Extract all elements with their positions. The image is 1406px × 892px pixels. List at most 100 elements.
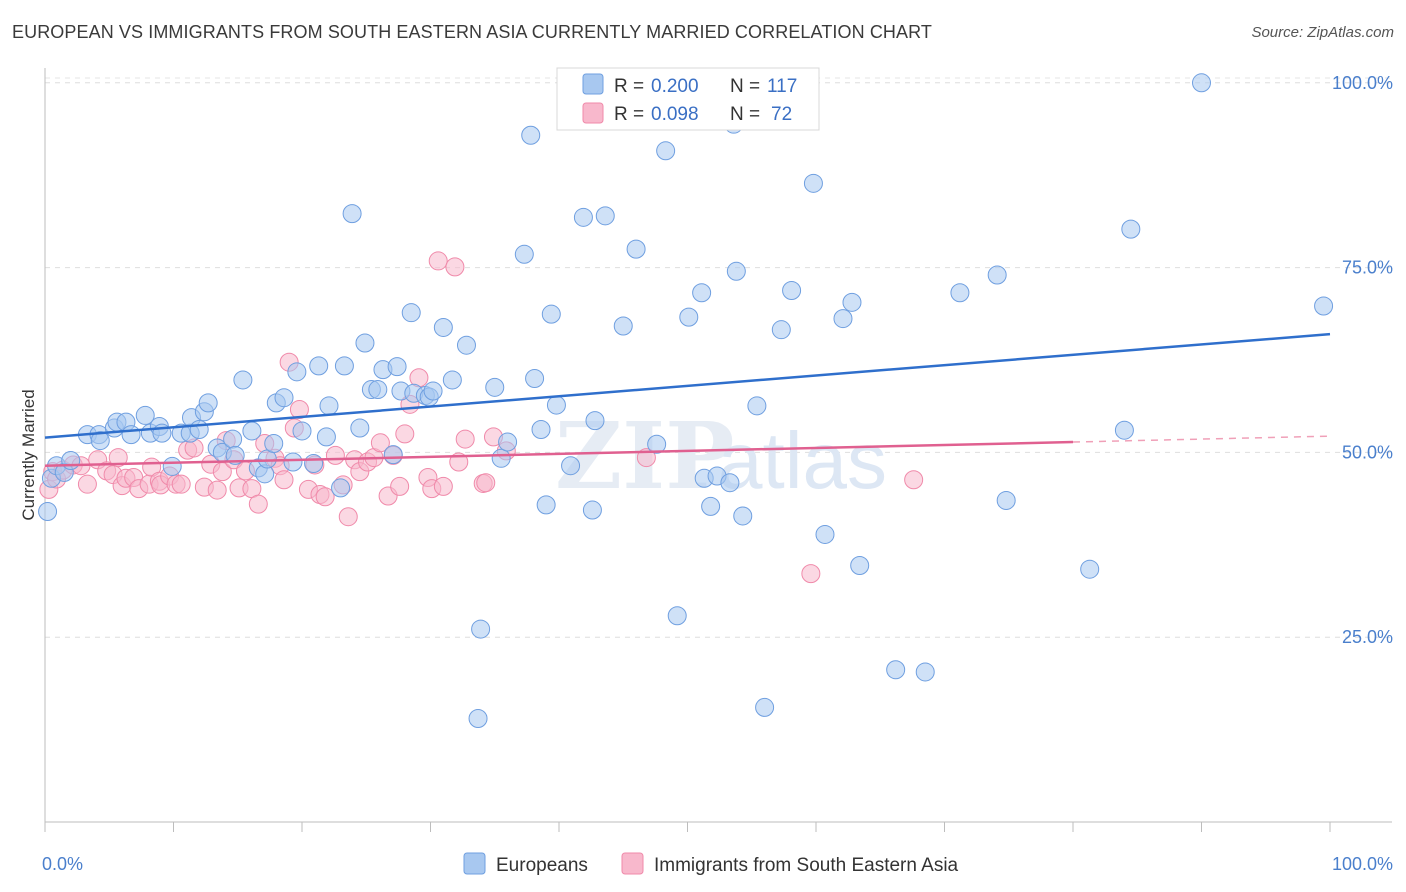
europeans-point-69: [531, 419, 551, 439]
europeans-point-59: [442, 370, 462, 390]
europeans-point-28: [242, 421, 262, 441]
europeans-point-48: [368, 380, 388, 400]
europeans-point-25: [223, 429, 243, 449]
immigrants-point-55: [390, 476, 410, 496]
europeans-point-27: [233, 370, 253, 390]
europeans-point-75: [582, 500, 602, 520]
y-tick-label-0: 25.0%: [1342, 627, 1393, 647]
x-tick-label-0: 0.0%: [42, 854, 83, 874]
stats-r-label-2: R =: [614, 104, 644, 125]
immigrants-point-62: [433, 476, 453, 496]
europeans-point-101: [850, 555, 870, 575]
europeans-point-39: [309, 356, 329, 376]
europeans-point-42: [331, 478, 351, 498]
europeans-point-35: [283, 452, 303, 472]
immigrants-point-45: [325, 445, 345, 465]
europeans-point-4: [61, 451, 81, 471]
europeans-point-71: [541, 304, 561, 324]
watermark-atlas: atlas: [718, 416, 887, 505]
europeans-point-11: [121, 425, 141, 445]
europeans-point-68: [525, 368, 545, 388]
europeans-point-92: [733, 506, 753, 526]
europeans-point-89: [720, 473, 740, 493]
trend-lines: [44, 332, 1331, 467]
grid-lines: [45, 77, 1392, 638]
stats-r-value-2: 0.098: [651, 104, 699, 125]
immigrants-point-10: [108, 448, 128, 468]
immigrants-point-56: [395, 424, 415, 444]
europeans-point-67: [521, 125, 541, 145]
europeans-point-97: [803, 173, 823, 193]
europeans-trend-line: [44, 332, 1331, 439]
europeans-point-53: [401, 303, 421, 323]
immigrants-point-44: [315, 487, 335, 507]
europeans-point-65: [498, 432, 518, 452]
europeans-point-106: [996, 490, 1016, 510]
europeans-point-41: [319, 396, 339, 416]
series-europeans-points: [38, 73, 1334, 729]
europeans-point-64: [491, 448, 511, 468]
europeans-point-62: [468, 709, 488, 729]
europeans-point-110: [1192, 73, 1211, 93]
y-tick-label-2: 75.0%: [1342, 258, 1393, 278]
europeans-point-70: [536, 495, 556, 515]
europeans-point-76: [585, 411, 605, 431]
immigrants-point-21: [171, 474, 191, 494]
tick-labels: 25.0% 50.0% 75.0% 100.0% 0.0% 100.0%: [42, 73, 1393, 874]
immigrants-point-33: [248, 494, 268, 514]
immigrants-point-61: [428, 251, 448, 271]
legend-label-europeans: Europeans: [496, 855, 588, 876]
europeans-point-91: [726, 261, 746, 281]
stats-legend-swatch-europeans: [582, 73, 604, 95]
stats-n-value-2: 72: [771, 104, 792, 125]
europeans-point-66: [514, 244, 534, 264]
europeans-point-87: [701, 496, 721, 516]
europeans-point-98: [815, 524, 835, 544]
europeans-point-16: [162, 456, 182, 476]
europeans-point-46: [355, 333, 375, 353]
europeans-point-93: [747, 396, 767, 416]
europeans-point-22: [198, 393, 218, 413]
europeans-point-12: [135, 405, 155, 425]
immigrants-trend-line: [44, 440, 1074, 467]
immigrants-point-26: [207, 480, 227, 500]
europeans-point-78: [613, 316, 633, 336]
immigrants-point-6: [77, 474, 97, 494]
europeans-point-96: [782, 281, 802, 301]
europeans-point-74: [573, 207, 593, 227]
europeans-point-109: [1121, 219, 1141, 239]
europeans-point-63: [485, 377, 505, 397]
europeans-point-51: [387, 357, 407, 377]
europeans-point-73: [561, 456, 581, 476]
immigrants-point-67: [476, 473, 496, 493]
stats-legend-swatch-immigrants: [582, 102, 604, 124]
bottom-legend: Europeans Immigrants from South Eastern …: [463, 852, 959, 876]
europeans-point-58: [433, 317, 453, 337]
stats-r-value-1: 0.200: [651, 76, 699, 97]
europeans-point-50: [383, 445, 403, 465]
europeans-point-82: [667, 606, 687, 626]
chart-title: EUROPEAN VS IMMIGRANTS FROM SOUTH EASTER…: [12, 22, 932, 42]
immigrants-point-40: [289, 400, 309, 420]
europeans-point-40: [316, 427, 336, 447]
immigrants-point-65: [455, 429, 475, 449]
europeans-point-104: [950, 283, 970, 303]
stats-r-label-1: R =: [614, 76, 644, 97]
y-tick-label-3: 100.0%: [1332, 73, 1393, 93]
immigrants-point-47: [338, 507, 358, 527]
stats-legend: R = 0.200 N = 117 R = 0.098 N = 72: [556, 67, 820, 131]
europeans-point-45: [350, 418, 370, 438]
watermark: ZIP atlas: [555, 402, 887, 510]
europeans-point-105: [987, 265, 1007, 285]
europeans-point-0: [38, 502, 58, 522]
legend-label-immigrants: Immigrants from South Eastern Asia: [654, 855, 959, 876]
europeans-point-94: [755, 697, 775, 717]
europeans-point-79: [626, 239, 646, 259]
y-axis-label: Currently Married: [19, 389, 38, 520]
legend-swatch-europeans: [463, 852, 486, 875]
legend-swatch-immigrants: [621, 852, 644, 875]
europeans-point-57: [423, 381, 443, 401]
axes: [44, 68, 1392, 832]
y-tick-label-1: 50.0%: [1342, 442, 1393, 462]
